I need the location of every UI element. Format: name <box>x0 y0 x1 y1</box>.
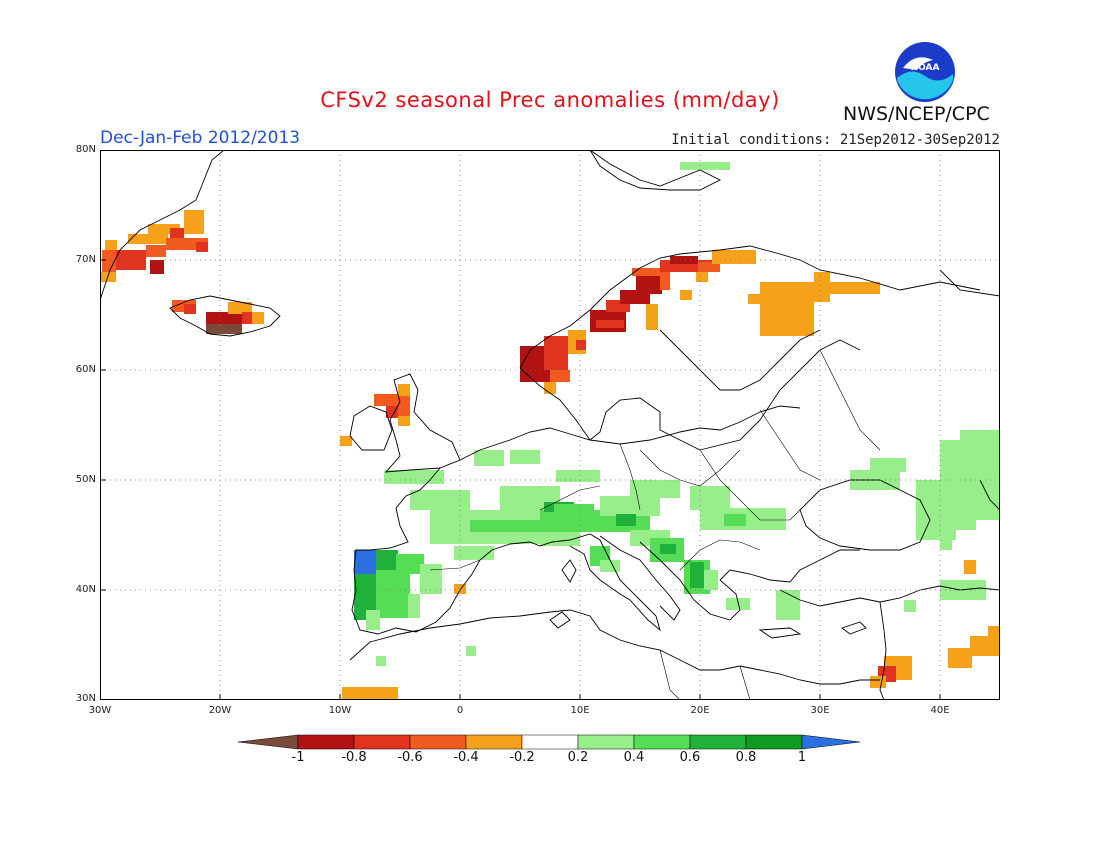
legend-cell <box>633 734 691 750</box>
noaa-logo: NOAA <box>895 42 955 102</box>
borders <box>429 349 881 700</box>
lat-label: 30N <box>75 693 96 704</box>
lat-label: 50N <box>75 474 96 485</box>
lon-label: 10E <box>570 705 590 716</box>
legend-tick: -0.8 <box>341 750 367 765</box>
chart-title: CFSv2 seasonal Prec anomalies (mm/day) <box>320 88 780 112</box>
legend-cell <box>689 734 747 750</box>
legend-cell <box>297 734 355 750</box>
legend-tick: 0.6 <box>679 750 701 765</box>
graticule <box>100 150 1000 700</box>
legend-cell <box>801 734 861 750</box>
lon-label: 40E <box>930 705 950 716</box>
lon-label: 10W <box>328 705 352 716</box>
lat-label: 70N <box>75 254 96 265</box>
legend-cell <box>745 734 803 750</box>
initial-conditions: Initial conditions: 21Sep2012-30Sep2012 <box>671 132 1000 148</box>
legend-tick: -0.6 <box>397 750 423 765</box>
legend-tick: -0.4 <box>453 750 479 765</box>
legend-tick: 0.2 <box>567 750 589 765</box>
legend-cell <box>353 734 411 750</box>
legend-tick: -0.2 <box>509 750 535 765</box>
anomaly-map <box>100 150 1000 700</box>
color-legend <box>238 734 861 750</box>
lat-label: 60N <box>75 364 96 375</box>
lon-label: 20E <box>690 705 710 716</box>
season-label: Dec-Jan-Feb 2012/2013 <box>100 128 301 148</box>
legend-tick: -1 <box>291 750 305 765</box>
legend-cell <box>409 734 467 750</box>
legend-cell <box>465 734 523 750</box>
coastlines <box>100 150 1000 700</box>
logo-text: NOAA <box>911 63 940 73</box>
lon-label: 30W <box>88 705 112 716</box>
legend-cell <box>521 734 579 750</box>
legend-cell <box>577 734 635 750</box>
legend-tick: 0.4 <box>623 750 645 765</box>
agency-label: NWS/NCEP/CPC <box>843 103 990 125</box>
lon-label: 0 <box>456 705 464 716</box>
lat-label: 80N <box>75 144 96 155</box>
lat-label: 40N <box>75 584 96 595</box>
lon-label: 30E <box>810 705 830 716</box>
lon-label: 20W <box>208 705 232 716</box>
legend-tick: 1 <box>797 750 807 765</box>
legend-tick: 0.8 <box>735 750 757 765</box>
legend-cell <box>238 734 299 750</box>
